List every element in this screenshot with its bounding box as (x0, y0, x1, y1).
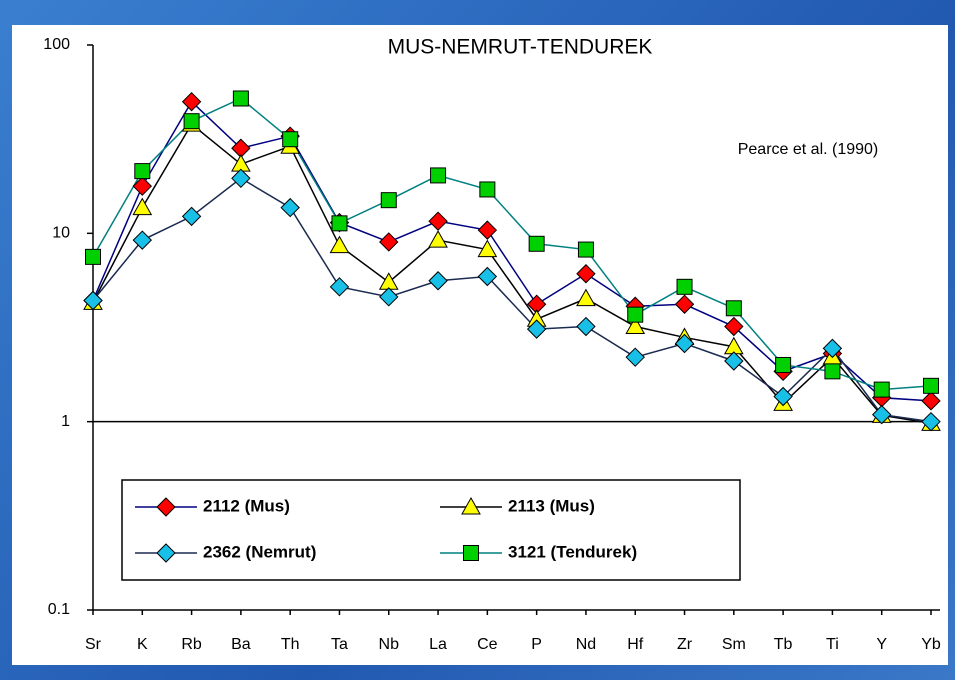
marker (132, 197, 153, 216)
x-tick-label: Ta (331, 636, 348, 653)
x-tick-label: Tb (774, 636, 793, 653)
marker (822, 338, 843, 359)
x-tick-label: Zr (677, 636, 693, 653)
marker (329, 235, 350, 254)
chart-title: MUS-NEMRUT-TENDUREK (388, 36, 653, 59)
marker (824, 363, 841, 380)
x-tick-label: Ba (231, 636, 251, 653)
legend-label: 2362 (Nemrut) (203, 542, 316, 561)
marker (724, 351, 744, 371)
x-tick-label: Sr (85, 636, 102, 653)
series-line (92, 97, 932, 391)
x-tick-label: Nb (379, 636, 400, 653)
marker (231, 168, 251, 188)
marker (576, 264, 596, 284)
marker (132, 176, 153, 196)
legend-marker (461, 496, 481, 515)
legend-marker (463, 545, 479, 561)
x-tick-label: Hf (627, 636, 644, 653)
marker (331, 215, 348, 232)
marker (577, 241, 594, 258)
marker (923, 377, 939, 394)
marker (676, 278, 693, 295)
marker (674, 333, 695, 354)
marker (528, 235, 545, 252)
marker (181, 91, 202, 112)
y-tick-label: 1 (61, 413, 70, 430)
marker (232, 90, 249, 107)
marker (428, 271, 448, 291)
marker (181, 206, 202, 227)
x-tick-label: La (429, 636, 447, 653)
x-tick-label: Ti (826, 636, 839, 653)
marker (85, 248, 101, 265)
y-tick-label: 100 (43, 36, 70, 53)
marker (871, 404, 892, 425)
marker (674, 294, 695, 314)
marker (379, 287, 399, 307)
marker (477, 220, 498, 240)
x-tick-label: Nd (576, 636, 596, 653)
x-tick-label: Ce (477, 636, 498, 653)
x-tick-label: Y (876, 636, 887, 653)
marker (134, 163, 151, 180)
marker (625, 347, 645, 367)
legend-marker (156, 497, 176, 517)
marker (725, 300, 742, 317)
marker (430, 167, 447, 184)
legend (121, 479, 741, 581)
series-line (92, 177, 932, 423)
marker (775, 356, 792, 373)
legend-marker (156, 543, 176, 563)
marker (379, 232, 399, 252)
marker (329, 277, 350, 297)
x-tick-label: K (137, 636, 148, 653)
marker (183, 113, 200, 130)
marker (83, 290, 103, 311)
y-tick-label: 10 (52, 225, 70, 242)
marker (282, 131, 299, 148)
x-tick-label: Sm (722, 636, 746, 653)
marker (477, 266, 498, 287)
marker (526, 319, 547, 339)
series-line (92, 100, 932, 402)
x-tick-label: Yb (921, 636, 941, 653)
marker (576, 316, 596, 337)
marker (576, 288, 596, 307)
legend-label: 2112 (Mus) (203, 496, 290, 515)
marker (921, 411, 941, 432)
marker (428, 230, 448, 248)
marker (625, 316, 646, 335)
marker (280, 197, 300, 218)
marker (477, 239, 498, 258)
marker (724, 316, 744, 337)
legend-label: 2113 (Mus) (508, 496, 595, 515)
legend-label: 3121 (Tendurek) (508, 542, 637, 561)
marker (380, 192, 397, 209)
x-tick-label: Th (281, 636, 300, 653)
marker (773, 386, 793, 407)
marker (627, 306, 644, 323)
marker (873, 381, 890, 398)
x-tick-label: P (531, 636, 542, 653)
marker (921, 391, 941, 411)
x-tick-label: Rb (181, 636, 202, 653)
marker (479, 181, 496, 198)
y-tick-label: 0.1 (48, 601, 70, 618)
annotation: Pearce et al. (1990) (738, 141, 879, 158)
marker (132, 230, 153, 250)
